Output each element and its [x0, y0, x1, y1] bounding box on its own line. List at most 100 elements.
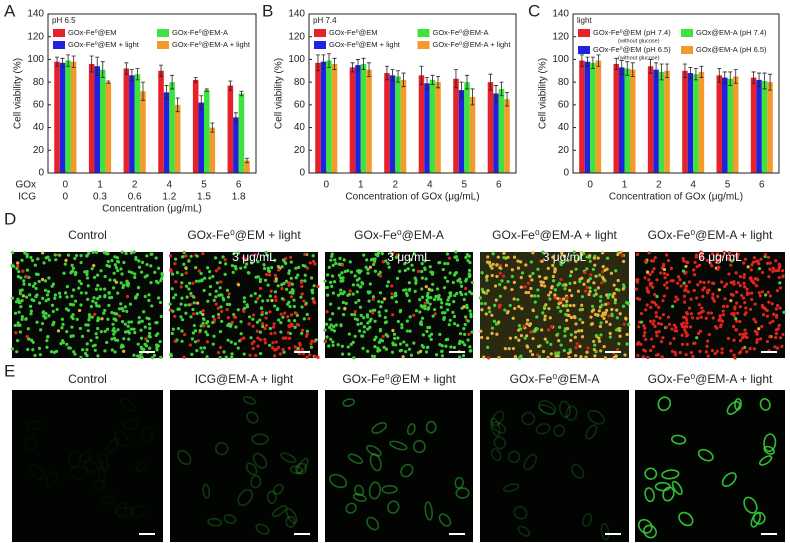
bar	[192, 79, 199, 173]
cell	[196, 301, 200, 305]
cell	[195, 254, 199, 258]
cell	[531, 309, 535, 313]
cell	[70, 269, 75, 273]
cell	[189, 254, 193, 258]
cell	[597, 339, 602, 343]
cell	[37, 301, 42, 305]
cell	[645, 303, 649, 307]
cell	[242, 309, 246, 313]
cell	[111, 286, 116, 290]
x-tick-label-2: 0.6	[128, 192, 142, 203]
cell	[752, 347, 757, 351]
cell	[339, 279, 343, 283]
cell	[652, 267, 656, 271]
cell	[452, 322, 457, 326]
cell	[485, 275, 489, 279]
cell	[191, 294, 195, 299]
cell	[366, 327, 370, 331]
cell	[594, 333, 598, 338]
cell	[390, 292, 394, 296]
error-bar	[239, 90, 244, 97]
cell	[742, 272, 747, 277]
cell	[685, 334, 689, 338]
cell	[701, 309, 705, 313]
cell	[350, 312, 354, 317]
cell	[184, 311, 188, 315]
cell	[190, 337, 195, 341]
cell	[282, 281, 286, 286]
cell	[539, 283, 544, 287]
cell	[487, 260, 492, 264]
bar	[244, 160, 250, 173]
cell	[346, 269, 350, 273]
cell	[379, 305, 383, 309]
cell	[215, 441, 229, 456]
cell	[531, 251, 535, 255]
cell	[563, 334, 567, 338]
panel-label: D	[4, 209, 16, 228]
cell	[464, 286, 468, 291]
image-title: GOx-Fe⁰@EM + light	[342, 372, 456, 386]
cell	[757, 291, 761, 295]
cell	[110, 348, 114, 352]
cell	[19, 305, 23, 309]
cell	[710, 264, 714, 268]
cell	[403, 262, 407, 266]
cell	[85, 270, 89, 274]
cell	[251, 433, 269, 446]
cell	[371, 311, 375, 315]
cell	[758, 294, 762, 298]
cell	[147, 298, 151, 303]
cell	[224, 355, 228, 359]
cell	[262, 263, 266, 267]
bar	[384, 73, 390, 173]
cell	[349, 342, 353, 346]
error-bar	[579, 54, 584, 67]
cell	[34, 272, 38, 276]
cell	[556, 296, 560, 300]
cell	[40, 321, 45, 326]
cell	[718, 314, 722, 318]
cell	[323, 339, 328, 343]
cell	[330, 328, 334, 332]
cell	[327, 344, 331, 348]
cell	[663, 276, 667, 280]
cell	[463, 343, 467, 347]
cell	[199, 324, 203, 328]
bar	[366, 69, 372, 173]
cell	[701, 288, 705, 292]
cell	[580, 295, 585, 299]
cell	[673, 299, 677, 303]
cell	[738, 305, 742, 309]
cell	[550, 285, 554, 289]
cell	[170, 331, 174, 336]
x-tick-label-2: 1.5	[197, 192, 211, 203]
cell	[91, 250, 95, 254]
cell	[386, 280, 391, 284]
error-bar	[751, 71, 756, 84]
cell	[408, 315, 412, 319]
cell	[655, 334, 659, 338]
cell	[356, 322, 360, 326]
cell	[766, 290, 770, 294]
cell	[92, 479, 106, 492]
legend-label: GOx-Fe⁰@EM	[68, 28, 117, 37]
cell	[137, 316, 141, 320]
cell	[571, 463, 585, 479]
error-bar	[95, 56, 100, 76]
cell	[654, 330, 659, 334]
cell	[103, 349, 107, 353]
cell	[305, 329, 309, 333]
cell	[414, 309, 419, 313]
cell	[129, 320, 134, 324]
cell	[459, 284, 464, 288]
cell	[645, 270, 650, 274]
cell	[20, 288, 24, 292]
cell	[33, 281, 37, 286]
cell	[593, 288, 598, 292]
cell	[446, 298, 450, 302]
y-tick-label: 100	[288, 54, 305, 65]
cell	[96, 317, 100, 321]
cell	[293, 318, 297, 323]
cell	[19, 276, 23, 280]
